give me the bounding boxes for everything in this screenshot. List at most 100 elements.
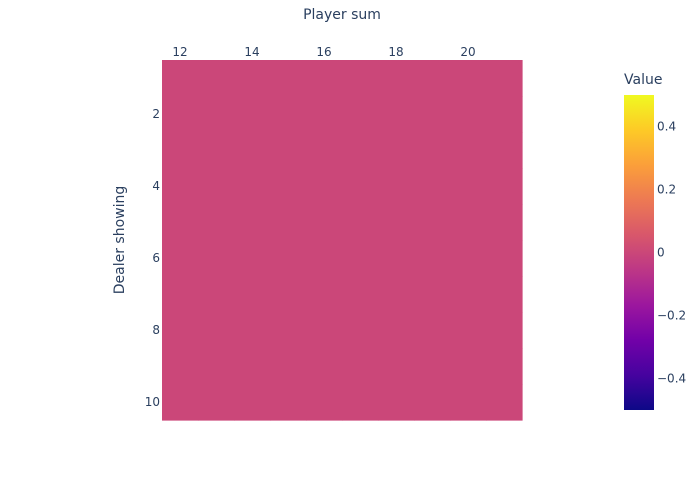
heatmap-cell [306,276,343,313]
heatmap-cell [234,60,271,97]
heatmap-cell [270,348,307,385]
heatmap-cell [198,132,235,169]
heatmap-cell [234,348,271,385]
heatmap-cell [162,132,199,169]
heatmap-cell [270,168,307,205]
heatmap-cell [378,240,415,277]
heatmap-cell [378,384,415,421]
x-axis-ticks: 12 14 16 18 20 [172,45,475,59]
heatmap-cell [450,204,487,241]
heatmap-cell [378,204,415,241]
heatmap-cell [414,168,451,205]
heatmap-cell [342,60,379,97]
heatmap-cell [414,132,451,169]
heatmap-cell [486,132,523,169]
heatmap-cell [486,168,523,205]
heatmap-cell [486,384,523,421]
heatmap-cell [414,96,451,133]
heatmap-cell [270,204,307,241]
heatmap-cell [414,312,451,349]
y-tick-label: 8 [152,323,160,337]
heatmap-cell [306,348,343,385]
heatmap-cell [198,96,235,133]
y-tick-label: 2 [152,107,160,121]
x-tick-label: 20 [460,45,475,59]
heatmap-cell [270,96,307,133]
heatmap-cell [270,240,307,277]
heatmap-cell [450,276,487,313]
heatmap-cell [162,168,199,205]
heatmap-cell [342,132,379,169]
heatmap-cell [234,96,271,133]
heatmap-cell [270,132,307,169]
heatmap-cell [342,312,379,349]
y-axis-ticks: 2 4 6 8 10 [145,107,160,409]
heatmap-cell [306,204,343,241]
heatmap-cell [486,276,523,313]
heatmap-cell [306,168,343,205]
heatmap-cell [162,384,199,421]
heatmap-cell [414,60,451,97]
heatmap-cell [378,96,415,133]
x-axis-title: Player sum [303,7,381,23]
heatmap-cell [162,348,199,385]
heatmap-cell [414,276,451,313]
heatmap-cell [306,384,343,421]
heatmap-cell [234,168,271,205]
heatmap-cell [450,168,487,205]
heatmap-cell [234,384,271,421]
heatmap-cell [306,312,343,349]
heatmap-cell [198,276,235,313]
heatmap-cell [198,60,235,97]
heatmap-cell [450,348,487,385]
heatmap-cell [486,204,523,241]
heatmap-cell [450,240,487,277]
colorbar-tick-label: 0.4 [657,120,676,134]
heatmap-cell [342,384,379,421]
heatmap-cell [414,204,451,241]
x-tick-label: 16 [316,45,331,59]
heatmap-cell [306,132,343,169]
heatmap-cell [486,60,523,97]
heatmap-cell [342,240,379,277]
heatmap-cell [198,384,235,421]
heatmap-cell [342,276,379,313]
heatmap-cell [414,240,451,277]
colorbar-tick-label: −0.4 [657,372,686,386]
heatmap-cell [486,312,523,349]
heatmap-cell [450,312,487,349]
heatmap-cell [306,240,343,277]
heatmap-cell [270,60,307,97]
x-tick-label: 14 [244,45,259,59]
colorbar-ticks: 0.4 0.2 0 −0.2 −0.4 [657,120,686,386]
y-axis-title: Dealer showing [112,186,128,295]
y-tick-label: 10 [145,395,160,409]
colorbar: Value 0.4 0.2 0 −0.2 −0.4 [624,72,686,410]
heatmap-cell [162,60,199,97]
heatmap-cell [234,276,271,313]
heatmap-cell [198,168,235,205]
heatmap-cell [306,60,343,97]
heatmap-cell [342,204,379,241]
heatmap-cell [342,168,379,205]
heatmap-cell [414,384,451,421]
heatmap-cell [234,204,271,241]
heatmap-cell [378,276,415,313]
colorbar-gradient [624,95,654,410]
heatmap-cell [378,132,415,169]
heatmap-cell [234,312,271,349]
heatmap-cell [378,312,415,349]
heatmap-cell [450,132,487,169]
heatmap-cell [162,240,199,277]
heatmap-cell [486,96,523,133]
heatmap-cell [198,312,235,349]
y-tick-label: 4 [152,179,160,193]
heatmap-cell [198,348,235,385]
heatmap-cell [198,240,235,277]
heatmap-cell [162,276,199,313]
heatmap-cell [414,348,451,385]
heatmap-cell [234,240,271,277]
heatmap-cell [162,312,199,349]
heatmap-cell [342,96,379,133]
